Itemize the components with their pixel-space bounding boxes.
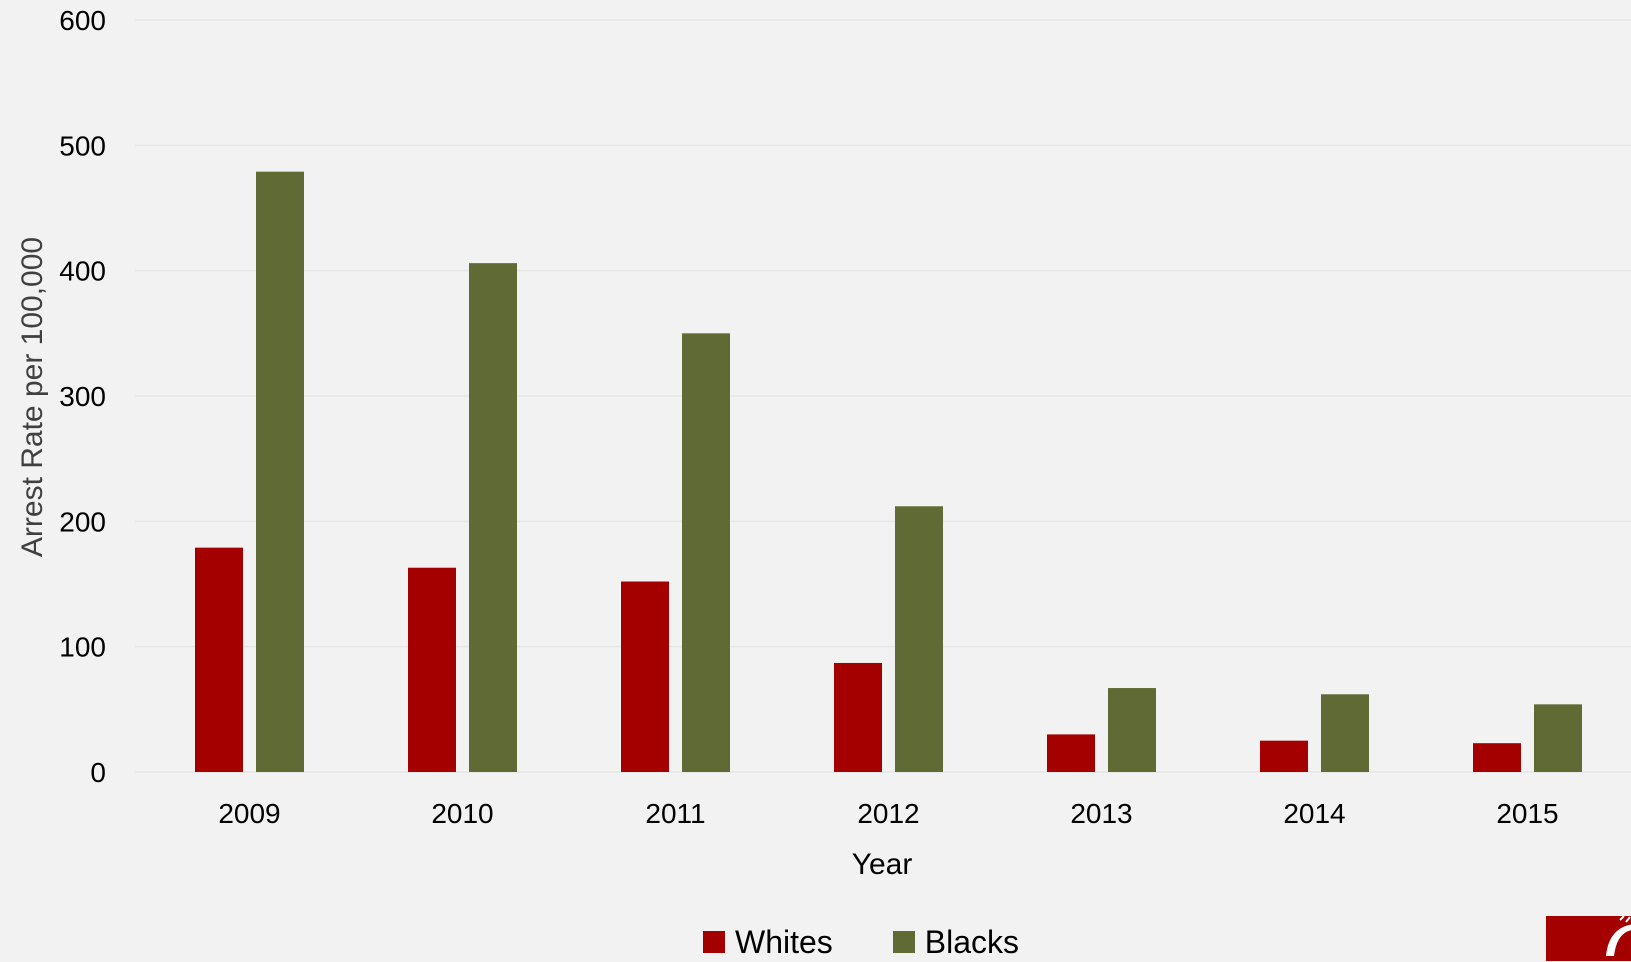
x-axis-ticks: 2009 2010 2011 2012 2013 2014 2015 [218,798,1558,829]
bar-whites-2009 [195,547,243,772]
legend-label-blacks: Blacks [924,923,1020,960]
x-tick-label: 2011 [645,798,705,829]
y-tick-label: 500 [59,130,106,161]
bars [195,171,1582,773]
bar-whites-2010 [408,567,456,772]
x-tick-label: 2009 [218,798,280,829]
bar-whites-2014 [1260,740,1308,772]
y-axis-ticks: 0 100 200 300 400 500 600 [59,5,106,788]
bar-blacks-2011 [682,333,730,772]
x-tick-label: 2012 [857,798,919,829]
x-tick-label: 2013 [1070,798,1132,829]
bar-blacks-2009 [256,171,304,773]
x-axis-title: Year [852,848,913,881]
legend: Whites Blacks [703,922,1079,962]
x-tick-label: 2014 [1283,798,1345,829]
bar-blacks-2014 [1321,694,1369,772]
bar-whites-2015 [1473,743,1521,772]
cougar-logo-icon [1546,916,1631,961]
y-tick-label: 600 [59,5,106,36]
legend-item-blacks: Blacks [892,923,1020,961]
legend-label-whites: Whites [735,923,833,960]
legend-item-whites: Whites [703,924,833,961]
y-tick-label: 400 [59,256,106,287]
legend-swatch-blacks [892,931,915,953]
bar-whites-2013 [1047,734,1095,772]
bar-blacks-2015 [1534,704,1582,772]
bar-blacks-2010 [469,263,517,772]
y-tick-label: 300 [59,381,106,412]
y-axis-title: Arrest Rate per 100,000 [16,237,49,557]
bar-whites-2011 [621,581,669,772]
bar-blacks-2012 [895,506,943,772]
gridlines [135,19,1631,773]
y-tick-label: 0 [90,757,106,788]
y-tick-label: 100 [59,632,106,663]
bar-whites-2012 [834,662,882,772]
x-tick-label: 2010 [431,798,493,829]
bar-blacks-2013 [1108,688,1156,772]
y-tick-label: 200 [59,506,106,537]
legend-swatch-whites [703,931,725,953]
x-tick-label: 2015 [1496,798,1558,829]
